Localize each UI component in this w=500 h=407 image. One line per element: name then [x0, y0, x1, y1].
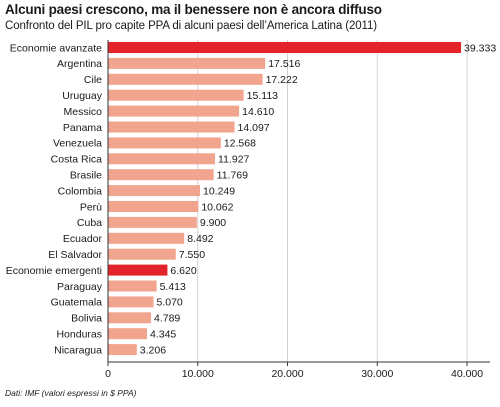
bar	[108, 169, 214, 181]
source-note: Dati: IMF (valori espressi in $ PPA)	[5, 388, 137, 398]
value-label: 5.413	[160, 281, 186, 293]
category-label: Uruguay	[62, 90, 102, 102]
bar	[108, 312, 151, 324]
value-label: 3.206	[140, 344, 166, 356]
bar	[108, 153, 216, 165]
category-label: Cile	[84, 74, 102, 86]
bar	[108, 73, 263, 85]
category-label: Costa Rica	[51, 154, 103, 166]
category-label: Colombia	[58, 185, 103, 197]
value-label: 11.927	[218, 154, 249, 166]
x-tick-label: 30.000	[361, 368, 393, 380]
value-label: 8.492	[187, 233, 213, 245]
value-label: 14.610	[242, 106, 274, 118]
bar	[108, 185, 200, 197]
x-axis: 0 10.000 20.000 30.000 40.000	[105, 40, 490, 380]
category-label: Bolivia	[71, 313, 102, 325]
category-label: Economie emergenti	[6, 265, 102, 277]
chart-subtitle: Confronto del PIL pro capite PPA di alcu…	[5, 20, 378, 32]
value-label: 5.070	[157, 297, 183, 309]
bar	[108, 264, 168, 276]
grid-lines	[197, 40, 468, 362]
value-label: 11.769	[217, 170, 248, 182]
value-label: 4.789	[154, 313, 180, 325]
value-label: 12.568	[224, 138, 256, 150]
bar	[108, 216, 197, 228]
category-label: Panama	[63, 122, 102, 134]
category-label: Messico	[63, 106, 102, 118]
bar	[108, 344, 137, 356]
bar	[108, 232, 185, 244]
category-label: Honduras	[56, 329, 102, 341]
category-label: Argentina	[57, 58, 102, 70]
value-label: 17.516	[268, 58, 300, 70]
value-label: 14.097	[238, 122, 270, 134]
value-label: 15.113	[247, 90, 278, 102]
value-label: 9.900	[200, 217, 226, 229]
value-label: 7.550	[179, 249, 205, 261]
category-label: Guatemala	[51, 297, 103, 309]
bar	[108, 296, 154, 308]
category-label: Cuba	[77, 217, 102, 229]
category-label: El Salvador	[48, 249, 102, 261]
value-label: 39.333	[464, 42, 496, 54]
value-label: 17.222	[266, 74, 298, 86]
bar	[108, 121, 235, 133]
x-tick-label: 40.000	[451, 368, 483, 380]
category-label: Nicaragua	[54, 344, 102, 356]
x-tick-label: 10.000	[182, 368, 214, 380]
value-label: 10.249	[203, 185, 235, 197]
bar	[108, 137, 221, 149]
x-tick-label: 20.000	[271, 368, 303, 380]
category-label: Economie avanzate	[10, 42, 102, 54]
value-label: 10.062	[201, 201, 233, 213]
bar	[108, 105, 240, 117]
category-label: Venezuela	[53, 138, 102, 150]
value-label: 4.345	[150, 329, 176, 341]
bar	[108, 57, 266, 69]
category-label: Paraguay	[57, 281, 103, 293]
bars: Economie avanzate 39.333 Argentina 17.516 Ci…	[6, 42, 496, 356]
bar	[108, 201, 199, 212]
value-label: 6.620	[170, 265, 196, 277]
bar	[108, 42, 462, 53]
bar	[108, 328, 148, 340]
category-label: Brasile	[70, 170, 102, 182]
category-label: Ecuador	[63, 233, 103, 245]
bar	[108, 280, 157, 292]
category-label: Perù	[80, 201, 102, 213]
x-tick-label: 0	[105, 368, 111, 380]
chart-title: Alcuni paesi crescono, ma il benessere n…	[5, 2, 382, 17]
bar	[108, 89, 244, 101]
bar	[108, 248, 176, 260]
